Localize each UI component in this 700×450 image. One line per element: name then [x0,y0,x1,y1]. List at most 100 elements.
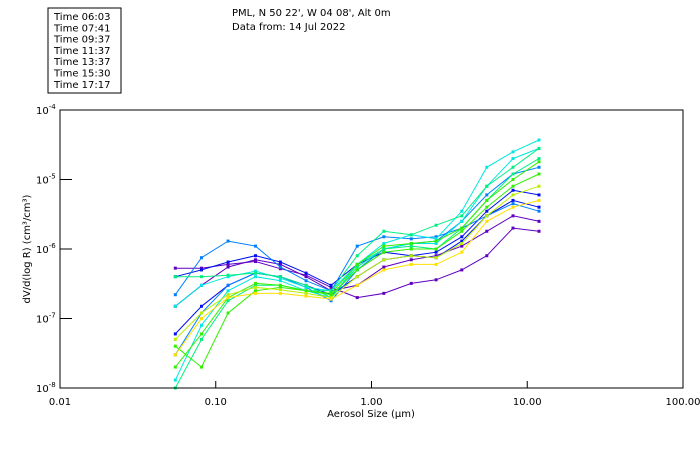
y-axis-label: dV/d(log R) (cm³/cm³) [22,194,33,303]
data-point [537,205,541,209]
data-point [278,279,282,283]
data-point [537,184,541,188]
data-point [485,219,489,223]
data-point [434,235,438,239]
series-line [174,215,540,307]
data-point [254,281,258,285]
data-point [304,275,308,279]
data-point [278,260,282,264]
data-point [382,241,386,245]
data-point [254,271,258,275]
data-point [355,244,359,248]
data-point [409,241,413,245]
data-point [537,209,541,213]
legend-entry: Time 17:17 [53,80,110,91]
data-point [511,188,515,192]
chart-subtitle: Data from: 14 Jul 2022 [232,22,345,33]
data-point [254,289,258,293]
data-point [382,229,386,233]
series-lines [173,138,541,390]
data-point [460,214,464,218]
data-point [278,267,282,271]
data-point [382,265,386,269]
data-point [434,278,438,282]
data-point [537,160,541,164]
data-point [485,254,489,258]
data-point [254,269,258,273]
data-point [537,198,541,202]
data-point [173,332,177,336]
data-point [409,258,413,262]
data-point [460,268,464,272]
data-point [537,138,541,142]
y-tick-label: 10-4 [36,103,56,117]
series-line [174,166,540,356]
plot-frame [59,109,684,389]
legend-entry: Time 15:30 [53,69,110,80]
data-point [511,226,515,230]
data-point [173,293,177,297]
data-point [355,268,359,272]
data-point [511,198,515,202]
data-point [329,296,333,300]
data-point [409,281,413,285]
legend-box [47,7,122,94]
data-point [254,244,258,248]
legend-entry: Time 11:37 [53,46,110,57]
data-point [355,262,359,266]
data-point [434,223,438,227]
data-point [329,285,333,289]
data-point [460,209,464,213]
data-point [226,299,230,303]
data-point [173,337,177,341]
data-point [254,254,258,258]
data-point [434,247,438,251]
data-point [434,237,438,241]
data-point [485,209,489,213]
data-point [485,198,489,202]
data-point [304,283,308,287]
data-point [304,289,308,293]
data-point [382,268,386,272]
data-point [511,150,515,154]
data-point [460,244,464,248]
data-point [304,271,308,275]
data-point [226,293,230,297]
legend-entry: Time 06:03 [53,12,110,23]
data-point [409,262,413,266]
data-point [434,254,438,258]
data-point [254,258,258,262]
data-point [460,241,464,245]
y-tick-label: 10-8 [36,381,56,395]
data-point [329,293,333,297]
data-point [511,202,515,206]
data-point [434,250,438,254]
data-point [409,244,413,248]
data-point [173,365,177,369]
x-tick-label: 100.00 [666,397,700,408]
data-point [485,214,489,218]
data-point [355,265,359,269]
data-point [329,283,333,287]
data-point [304,291,308,295]
data-point [226,296,230,300]
y-tick-label: 10-5 [36,173,56,187]
data-point [355,296,359,300]
data-point [409,233,413,237]
data-point [226,273,230,277]
data-point [199,317,203,320]
data-point [409,254,413,258]
data-point [485,229,489,233]
data-point [355,254,359,258]
data-point [226,239,230,243]
data-point [304,294,308,298]
data-point [199,365,203,369]
data-point [511,172,515,176]
data-point [278,285,282,289]
data-point [199,323,203,327]
data-point [226,260,230,264]
data-point [511,178,515,181]
data-point [278,283,282,287]
x-tick-label: 1.00 [360,397,382,408]
